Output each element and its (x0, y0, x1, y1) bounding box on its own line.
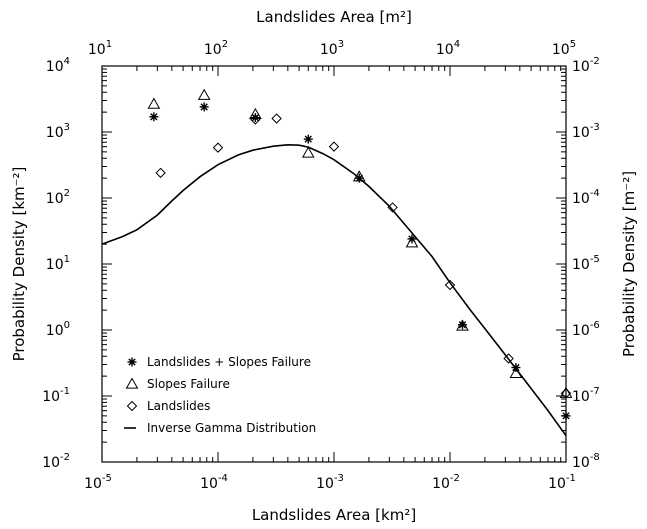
x-tick-label: 10-4 (200, 473, 228, 492)
asterisk-data-point (457, 320, 467, 330)
y-tick-label: 100 (46, 320, 70, 339)
x-tick-label: 10-5 (84, 473, 112, 492)
triangle-data-point (249, 107, 262, 119)
x2-tick-label: 104 (436, 39, 460, 58)
y-axis-title: Probability Density [km⁻²] (10, 167, 28, 362)
diamond-data-point (271, 113, 282, 124)
triangle-data-point (147, 97, 161, 109)
legend-diamond-symbol (126, 400, 138, 412)
x-axis-title: Landslides Area [km²] (252, 506, 416, 524)
y-tick-label: 101 (46, 254, 70, 273)
triangle-data-point (509, 366, 523, 379)
legend-asterisk-symbol (127, 357, 137, 367)
y2-axis-title: Probability Density [m⁻²] (620, 171, 638, 357)
legend-label: Landslides (147, 399, 210, 413)
asterisk-data-point (149, 112, 159, 122)
diamond-data-point (250, 114, 261, 125)
diamond-data-point (503, 353, 514, 364)
tick-marks (101, 66, 566, 463)
diamond-data-point (560, 388, 572, 399)
asterisk-data-point (561, 411, 571, 421)
legend: Landslides + Slopes Failure Slopes Failur… (124, 355, 316, 435)
y2-tick-label: 10-7 (572, 386, 600, 405)
diamond-data-point (387, 202, 398, 213)
y-tick-label: 10-2 (42, 452, 70, 471)
plot-frame (101, 65, 567, 463)
x2-tick-label: 102 (204, 39, 228, 58)
y2-tick-label: 10-6 (572, 320, 600, 339)
inverse-gamma-curve (101, 143, 567, 437)
asterisk-data-point (303, 134, 313, 144)
marker-layer (147, 88, 573, 421)
legend-triangle-symbol (125, 377, 139, 389)
y2-tick-label: 10-3 (572, 122, 600, 141)
y-tick-label: 104 (46, 56, 70, 75)
triangle-data-point (352, 170, 366, 182)
triangle-data-point (405, 236, 419, 248)
legend-label: Landslides + Slopes Failure (147, 355, 311, 369)
y-tick-label: 102 (46, 188, 70, 207)
y-tick-label: 10-1 (42, 386, 70, 405)
x2-axis-title: Landslides Area [m²] (256, 8, 412, 26)
legend-label: Slopes Failure (147, 377, 230, 391)
y2-tick-label: 10-8 (572, 452, 600, 471)
asterisk-data-point (199, 102, 209, 112)
diamond-data-point (444, 279, 456, 291)
x-tick-label: 10-2 (432, 473, 460, 492)
triangle-data-point (456, 319, 469, 331)
diamond-data-point (212, 142, 224, 153)
triangle-data-point (301, 146, 315, 158)
x-tick-label: 10-1 (548, 473, 576, 492)
x-tick-label: 10-3 (316, 473, 344, 492)
triangle-data-point (197, 88, 211, 100)
x2-tick-label: 105 (552, 39, 576, 58)
legend-label: Inverse Gamma Distribution (147, 421, 316, 435)
y2-tick-label: 10-5 (572, 254, 600, 273)
y2-tick-label: 10-2 (572, 56, 600, 75)
x2-tick-label: 101 (88, 39, 112, 58)
y-tick-label: 103 (46, 122, 70, 141)
diamond-data-point (155, 167, 166, 179)
y2-tick-label: 10-4 (572, 188, 600, 207)
diamond-data-point (328, 141, 340, 152)
curve-layer (101, 143, 567, 437)
x2-tick-label: 103 (320, 39, 344, 58)
